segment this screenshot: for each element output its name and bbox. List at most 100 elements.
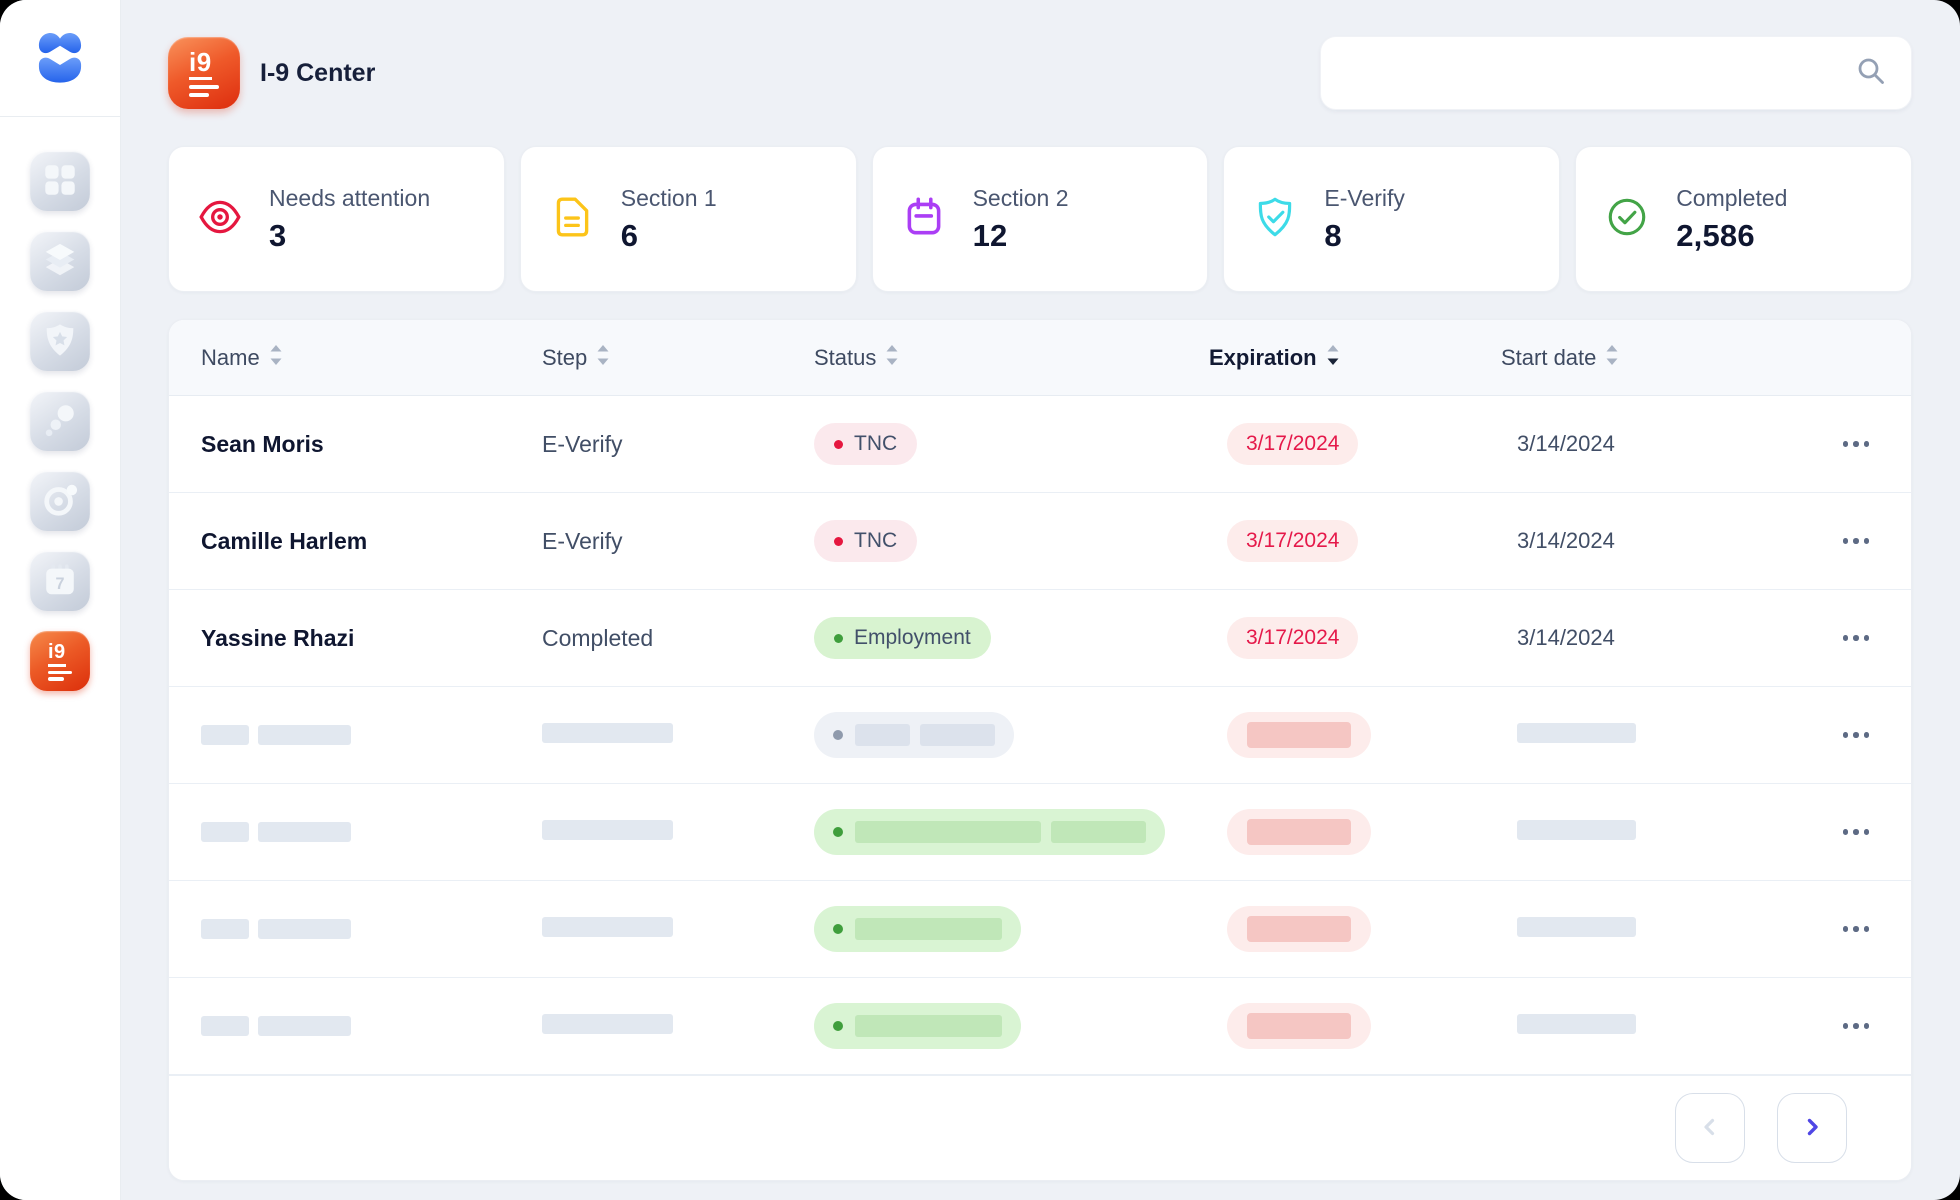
cell-start-date: 3/14/2024 bbox=[1517, 528, 1615, 553]
sort-icon bbox=[597, 344, 609, 371]
row-actions-button[interactable] bbox=[1833, 427, 1880, 461]
sidebar: 7 i9 bbox=[0, 0, 120, 1200]
calendar-7-icon: 7 bbox=[41, 561, 79, 602]
status-dot bbox=[834, 633, 843, 643]
stat-label: Section 2 bbox=[972, 184, 1069, 211]
stat-value: 2,586 bbox=[1676, 217, 1755, 253]
table-row-skeleton[interactable] bbox=[169, 687, 1911, 784]
stat-label: Section 1 bbox=[620, 184, 717, 211]
layers-icon bbox=[41, 241, 79, 282]
shield-check-icon bbox=[1252, 194, 1298, 245]
status-dot bbox=[834, 536, 843, 546]
table-header: Name Step Status bbox=[169, 320, 1911, 396]
skeleton-expiration-badge bbox=[1227, 809, 1371, 855]
table-row[interactable]: Sean Moris E-Verify TNC 3/17/2024 3/14/2… bbox=[169, 396, 1911, 493]
target-icon bbox=[41, 481, 79, 522]
cell-name: Camille Harlem bbox=[201, 527, 368, 554]
stat-card-section-1[interactable]: Section 1 6 bbox=[519, 146, 857, 292]
column-header-name[interactable]: Name bbox=[201, 344, 542, 371]
search-icon[interactable] bbox=[1855, 55, 1887, 92]
stat-value: 6 bbox=[620, 217, 639, 253]
row-actions-button[interactable] bbox=[1833, 621, 1880, 655]
comet-icon bbox=[41, 401, 79, 442]
chevron-left-icon bbox=[1699, 1116, 1721, 1141]
cell-step: E-Verify bbox=[542, 527, 623, 554]
skeleton-name bbox=[201, 1016, 542, 1036]
column-header-expiration[interactable]: Expiration bbox=[1209, 344, 1501, 371]
skeleton-name bbox=[201, 822, 542, 842]
row-actions-button[interactable] bbox=[1833, 524, 1880, 558]
stat-card-section-2[interactable]: Section 2 12 bbox=[871, 146, 1209, 292]
skeleton-expiration-badge bbox=[1227, 712, 1371, 758]
calendar-icon bbox=[901, 194, 947, 245]
skeleton-start-date bbox=[1517, 916, 1801, 942]
svg-text:7: 7 bbox=[56, 575, 65, 593]
i9-app-icon: i9 bbox=[168, 37, 240, 109]
document-icon bbox=[549, 194, 595, 245]
brand-logo[interactable] bbox=[0, 0, 120, 117]
skeleton-expiration-badge bbox=[1227, 1003, 1371, 1049]
table-row[interactable]: Yassine Rhazi Completed Employment 3/17/… bbox=[169, 590, 1911, 687]
butterfly-logo-icon bbox=[29, 25, 91, 92]
check-circle-icon bbox=[1604, 194, 1650, 245]
skeleton-name bbox=[201, 919, 542, 939]
skeleton-status-badge bbox=[814, 906, 1021, 952]
cell-start-date: 3/14/2024 bbox=[1517, 625, 1615, 650]
table-row-skeleton[interactable] bbox=[169, 881, 1911, 978]
table-row-skeleton[interactable] bbox=[169, 784, 1911, 881]
sidebar-app-i9[interactable]: i9 bbox=[30, 631, 90, 691]
stat-card-completed[interactable]: Completed 2,586 bbox=[1575, 146, 1912, 292]
table-footer bbox=[169, 1075, 1911, 1180]
status-dot bbox=[834, 439, 843, 449]
i9-table: Name Step Status bbox=[168, 319, 1912, 1181]
sort-icon bbox=[270, 344, 282, 371]
table-row[interactable]: Camille Harlem E-Verify TNC 3/17/2024 3/… bbox=[169, 493, 1911, 590]
status-badge: TNC bbox=[814, 520, 918, 562]
sidebar-app-shield[interactable] bbox=[30, 311, 90, 371]
status-badge: Employment bbox=[814, 617, 991, 659]
column-header-step[interactable]: Step bbox=[542, 344, 814, 371]
stat-cards: Needs attention 3 Section 1 6 bbox=[120, 146, 1960, 292]
search-input[interactable] bbox=[1347, 59, 1855, 87]
sidebar-app-grid[interactable] bbox=[30, 151, 90, 211]
skeleton-status-badge bbox=[814, 712, 1014, 758]
cell-step: E-Verify bbox=[542, 430, 623, 457]
stat-label: Completed bbox=[1676, 184, 1788, 211]
pagination-prev-button[interactable] bbox=[1675, 1093, 1745, 1163]
skeleton-status-badge bbox=[814, 1003, 1021, 1049]
row-actions-button[interactable] bbox=[1833, 1009, 1880, 1043]
sidebar-app-comet[interactable] bbox=[30, 391, 90, 451]
i9-icon: i9 bbox=[48, 642, 72, 681]
skeleton-status-badge bbox=[814, 809, 1165, 855]
stat-value: 12 bbox=[972, 217, 1008, 253]
column-header-status[interactable]: Status bbox=[814, 344, 1209, 371]
expiration-badge: 3/17/2024 bbox=[1227, 520, 1359, 562]
sidebar-app-layers[interactable] bbox=[30, 231, 90, 291]
pagination-next-button[interactable] bbox=[1777, 1093, 1847, 1163]
eye-icon bbox=[197, 194, 243, 245]
page-title: I-9 Center bbox=[260, 58, 376, 87]
column-header-start-date[interactable]: Start date bbox=[1501, 344, 1801, 371]
stat-label: Needs attention bbox=[269, 184, 431, 211]
sidebar-app-calendar[interactable]: 7 bbox=[30, 551, 90, 611]
grid-icon bbox=[41, 161, 79, 202]
stat-label: E-Verify bbox=[1324, 184, 1405, 211]
expiration-badge: 3/17/2024 bbox=[1227, 423, 1359, 465]
row-actions-button[interactable] bbox=[1833, 912, 1880, 946]
stat-value: 3 bbox=[269, 217, 287, 253]
table-row-skeleton[interactable] bbox=[169, 978, 1911, 1075]
skeleton-step bbox=[542, 819, 814, 845]
stat-card-e-verify[interactable]: E-Verify 8 bbox=[1223, 146, 1561, 292]
sidebar-app-target[interactable] bbox=[30, 471, 90, 531]
topbar: i9 I-9 Center bbox=[120, 0, 1960, 146]
sidebar-app-list: 7 i9 bbox=[0, 117, 120, 725]
chevron-right-icon bbox=[1801, 1116, 1823, 1141]
row-actions-button[interactable] bbox=[1833, 815, 1880, 849]
stat-card-needs-attention[interactable]: Needs attention 3 bbox=[168, 146, 505, 292]
row-actions-button[interactable] bbox=[1833, 718, 1880, 752]
search-box bbox=[1320, 36, 1912, 110]
sort-desc-icon bbox=[1327, 344, 1339, 371]
sort-icon bbox=[1606, 344, 1618, 371]
cell-step: Completed bbox=[542, 624, 654, 651]
